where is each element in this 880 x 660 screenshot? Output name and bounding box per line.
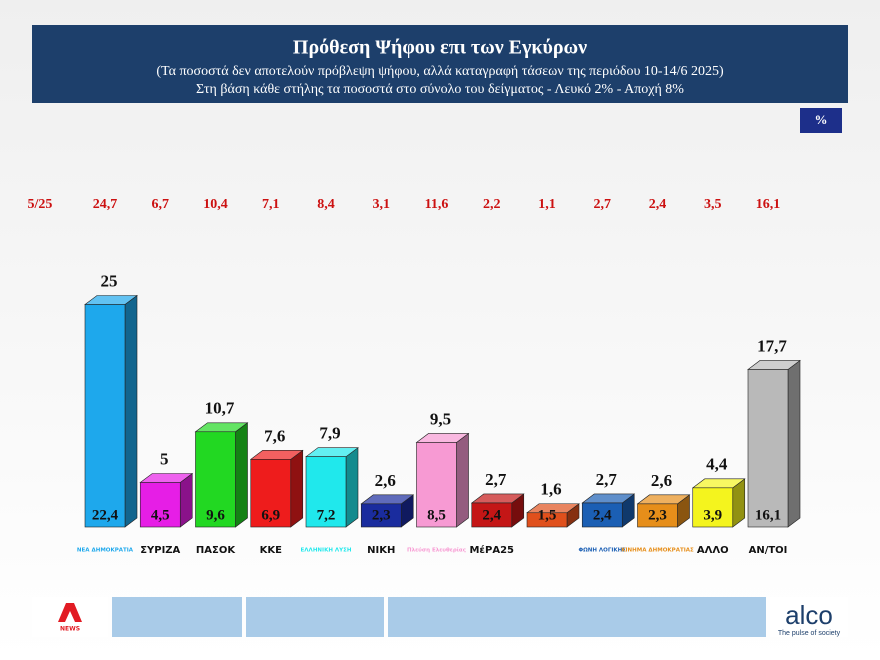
inner-label: 2,4 <box>593 507 612 523</box>
category-label: ΚΙΝΗΜΑ ΔΗΜΟΚΡΑΤΙΑΣ <box>621 548 694 554</box>
data-label: 9,5 <box>430 409 451 428</box>
inner-label: 8,5 <box>427 507 446 523</box>
channel-logo-mark <box>58 603 82 622</box>
inner-label: 2,3 <box>648 507 667 523</box>
header-box <box>32 25 848 103</box>
bar <box>360 503 402 528</box>
bar <box>581 502 623 528</box>
category-label: ΣΥΡΙΖΑ <box>140 545 180 556</box>
category-label: ΚΚΕ <box>260 545 282 556</box>
previous-label: 11,6 <box>425 197 449 212</box>
data-label: 2,7 <box>596 470 618 489</box>
bar-side <box>179 472 193 528</box>
previous-label: 2,7 <box>594 197 612 212</box>
category-label: ΝΙΚΗ <box>367 545 395 556</box>
inner-label: 7,2 <box>317 507 336 523</box>
previous-label: 3,1 <box>373 197 391 212</box>
chart-subtitle: (Τα ποσοστά δεν αποτελούν πρόβλεψη ψήφου… <box>156 64 724 79</box>
bar <box>526 512 568 528</box>
previous-label: 8,4 <box>317 197 335 212</box>
bar <box>416 442 457 528</box>
legend-label: 5/25 <box>28 197 53 212</box>
inner-label: 2,4 <box>482 507 501 523</box>
brand: alco <box>785 600 833 630</box>
category-label: ΜέΡΑ25 <box>469 544 514 556</box>
bar <box>471 502 513 528</box>
bar-side <box>787 359 801 528</box>
channel-name: NEWS <box>60 626 80 633</box>
category-label: ΠΑΣΟΚ <box>196 545 236 556</box>
previous-label: 2,2 <box>483 197 501 212</box>
data-label: 25 <box>101 271 118 290</box>
inner-label: 3,9 <box>703 507 722 523</box>
inner-label: 1,5 <box>538 507 557 523</box>
inner-label: 16,1 <box>755 507 781 523</box>
footer-bar <box>112 597 242 637</box>
bar <box>305 456 347 528</box>
unit-badge <box>800 108 842 133</box>
inner-label: 4,5 <box>151 507 170 523</box>
footer-bar <box>246 597 384 637</box>
previous-label: 2,4 <box>649 197 667 212</box>
bar-side <box>456 432 469 528</box>
category-label: ΦΩΝΗ ΛΟΓΙΚΗΣ <box>578 548 626 554</box>
category-label: ΕΛΛΗΝΙΚΗ ΛΥΣΗ <box>301 548 352 554</box>
data-label: 10,7 <box>205 399 235 418</box>
category-label: ΑΛΛΟ <box>697 545 729 556</box>
inner-label: 9,6 <box>206 507 225 523</box>
previous-label: 1,1 <box>538 197 556 212</box>
bar-side <box>290 449 304 528</box>
inner-label: 6,9 <box>261 507 280 523</box>
category-label: ΑΝ/ΤΟΙ <box>749 545 788 556</box>
data-label: 2,7 <box>485 470 507 489</box>
bar-side <box>345 447 359 528</box>
bar-side <box>235 422 248 528</box>
data-label: 7,9 <box>319 424 340 443</box>
previous-label: 6,7 <box>152 197 170 212</box>
data-label: 1,6 <box>540 480 561 499</box>
bar <box>747 369 789 528</box>
bar <box>637 503 678 528</box>
inner-label: 22,4 <box>92 507 119 523</box>
bar <box>139 482 181 528</box>
previous-label: 16,1 <box>756 197 781 212</box>
data-label: 7,6 <box>264 426 285 445</box>
data-label: 5 <box>160 449 169 468</box>
bar <box>84 304 126 528</box>
chart-note: Στη βάση κάθε στήλης τα ποσοστά στο σύνο… <box>196 82 684 97</box>
category-label: ΝΕΑ ΔΗΜΟΚΡΑΤΙΑ <box>77 548 134 554</box>
bar <box>195 431 236 528</box>
bar <box>692 487 734 528</box>
previous-label: 10,4 <box>203 197 228 212</box>
previous-label: 7,1 <box>262 197 280 212</box>
unit-badge-text: % <box>815 112 828 127</box>
brand-tagline: The pulse of society <box>778 630 841 637</box>
category-label: Πλεύση Ελευθερίας <box>407 547 466 554</box>
data-label: 17,7 <box>757 336 787 355</box>
chart-title: Πρόθεση Ψήφου επι των Εγκύρων <box>293 37 587 59</box>
bar <box>250 459 292 528</box>
bar-side <box>124 294 138 528</box>
previous-label: 3,5 <box>704 197 722 212</box>
footer-bar <box>388 597 766 637</box>
data-label: 2,6 <box>375 471 396 490</box>
inner-label: 2,3 <box>372 507 391 523</box>
data-label: 4,4 <box>706 455 728 474</box>
previous-label: 24,7 <box>93 197 118 212</box>
brand-box <box>770 597 848 637</box>
data-label: 2,6 <box>651 471 672 490</box>
